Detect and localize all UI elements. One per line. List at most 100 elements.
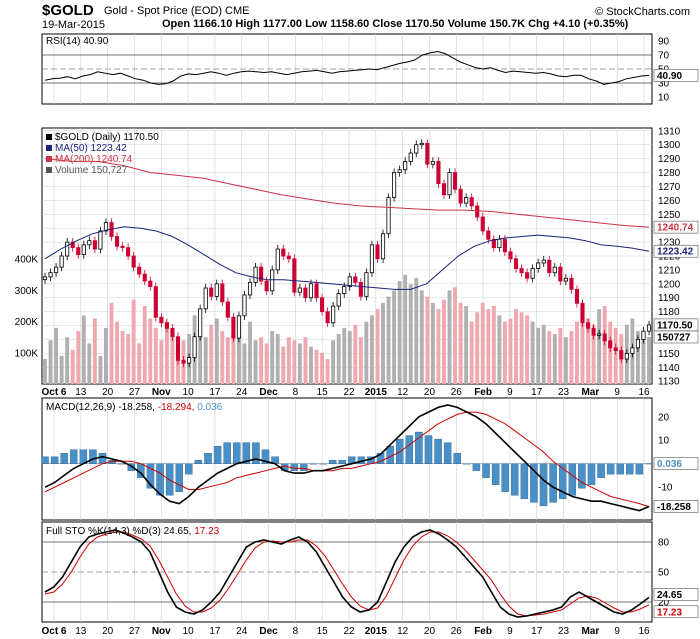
macd-histogram-bar — [568, 463, 577, 496]
macd-histogram-bar — [60, 452, 68, 464]
volume-bar — [425, 296, 430, 384]
price-xlabel-12: 2015 — [365, 387, 388, 398]
candle-body — [519, 268, 524, 274]
candle-body — [508, 251, 513, 260]
stoch-xlabel-7: 24 — [236, 626, 248, 637]
volume-bar — [48, 340, 53, 384]
candle-body — [541, 259, 546, 264]
stoch-legend-value-1: 17.23 — [194, 526, 219, 537]
rsi-value-label-box — [653, 69, 699, 82]
macd-histogram-bar — [117, 463, 126, 465]
volume-bar — [397, 281, 402, 384]
stoch-tick-0: 80 — [658, 538, 670, 549]
price-xlabel-7: 24 — [236, 387, 248, 398]
candle-body — [181, 359, 186, 364]
volume-bar — [203, 337, 208, 384]
price-tick-2: 1290 — [658, 154, 681, 165]
candle-body — [331, 305, 336, 324]
macd-histogram-bar — [511, 463, 519, 496]
macd-histogram-bar — [453, 452, 461, 464]
candle-body — [76, 247, 81, 256]
stoch-xlabel-16: Feb — [474, 626, 492, 637]
macd-histogram-bar — [530, 463, 538, 503]
volume-bar — [314, 349, 319, 384]
candle-body — [386, 197, 391, 235]
volume-bar — [464, 306, 469, 384]
price-xlabel-8: Dec — [259, 387, 278, 398]
candle-body — [98, 230, 103, 250]
stoch-xlabel-5: 10 — [183, 626, 195, 637]
volume-bar — [597, 309, 602, 384]
candle-body — [452, 172, 458, 190]
macd-histogram-bar — [539, 463, 548, 507]
price-xlabel-5: 10 — [183, 387, 195, 398]
macd-histogram-bar — [309, 463, 318, 465]
macd-histogram-bar — [50, 456, 59, 464]
price-xlabel-1: 13 — [75, 387, 87, 398]
price-tick-11: 1200 — [658, 279, 681, 290]
volume-bar — [142, 306, 147, 384]
macd-histogram-bar — [185, 463, 193, 475]
volume-bar — [92, 318, 97, 384]
candle-body — [491, 238, 496, 249]
volume-bar — [109, 302, 114, 384]
volume-value-label-box — [653, 330, 699, 344]
price-xlabel-6: 17 — [209, 387, 221, 398]
stoch-xlabel-6: 17 — [209, 626, 221, 637]
macd-histogram-bar — [635, 463, 644, 475]
candle-body — [530, 268, 535, 279]
volume-bar — [159, 340, 164, 384]
volume-bar — [547, 330, 552, 384]
macd-histogram-bar — [41, 456, 49, 464]
stoch-xlabel-4: Nov — [152, 626, 171, 637]
volume-bar — [414, 277, 419, 384]
volume-bar — [225, 337, 230, 384]
stoch-xlabel-2: 20 — [102, 626, 114, 637]
macd-histogram-bar — [98, 452, 107, 464]
candle-body — [214, 283, 219, 297]
price-value-label: 1170.50 — [657, 320, 693, 331]
volume-bar — [59, 355, 64, 384]
volume-bar — [375, 309, 380, 384]
volume-bar — [220, 330, 225, 384]
candle-body — [198, 308, 203, 338]
volume-bar — [126, 334, 131, 384]
candle-body — [325, 311, 330, 324]
stoch-xlabel-12: 2015 — [365, 626, 388, 637]
volume-bar — [541, 324, 546, 384]
macd-tick-1: 10 — [658, 436, 670, 447]
macd-histogram-bar — [491, 463, 500, 485]
candle-body — [358, 282, 363, 297]
stoch-xlabel-3: 27 — [129, 626, 141, 637]
candle-body — [275, 248, 280, 271]
price-xlabel-19: 23 — [558, 387, 570, 398]
volume-bar — [275, 334, 280, 384]
price-xlabel-3: 27 — [129, 387, 141, 398]
volume-bar — [198, 327, 203, 384]
volume-bar — [419, 290, 424, 384]
volume-bar — [558, 327, 563, 384]
volume-bar — [591, 324, 596, 384]
price-tick-18: 1130 — [658, 377, 680, 388]
stoch-tick-1: 50 — [658, 568, 670, 579]
volume-bar — [364, 321, 369, 384]
volume-bar — [486, 309, 491, 384]
candle-body — [259, 266, 264, 282]
macd-histogram-bar — [261, 449, 270, 464]
volume-bar — [358, 337, 363, 384]
volume-bar — [502, 321, 507, 384]
volume-bar — [580, 312, 585, 384]
price-tick-4: 1270 — [658, 182, 681, 193]
volume-bar — [563, 337, 568, 384]
macd-histogram-bar — [213, 445, 222, 464]
stoch-k-value-label: 24.65 — [657, 590, 682, 601]
volume-bar — [613, 327, 618, 384]
macd-histogram-bar — [606, 463, 615, 475]
macd-legend-value-2: 0.036 — [197, 402, 222, 413]
candle-body — [364, 272, 369, 297]
price-tick-5: 1260 — [658, 196, 681, 207]
rsi-tick-0: 90 — [658, 37, 670, 48]
macd-histogram-bar — [558, 463, 567, 500]
volume-bar — [469, 321, 474, 384]
volume-bar — [608, 321, 613, 384]
